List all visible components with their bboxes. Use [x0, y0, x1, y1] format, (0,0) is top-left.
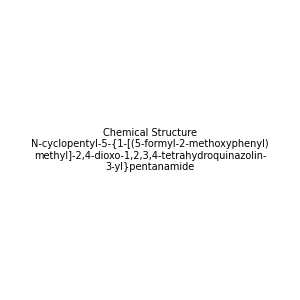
Text: Chemical Structure
N-cyclopentyl-5-{1-[(5-formyl-2-methoxyphenyl)
methyl]-2,4-di: Chemical Structure N-cyclopentyl-5-{1-[(… [31, 128, 269, 172]
